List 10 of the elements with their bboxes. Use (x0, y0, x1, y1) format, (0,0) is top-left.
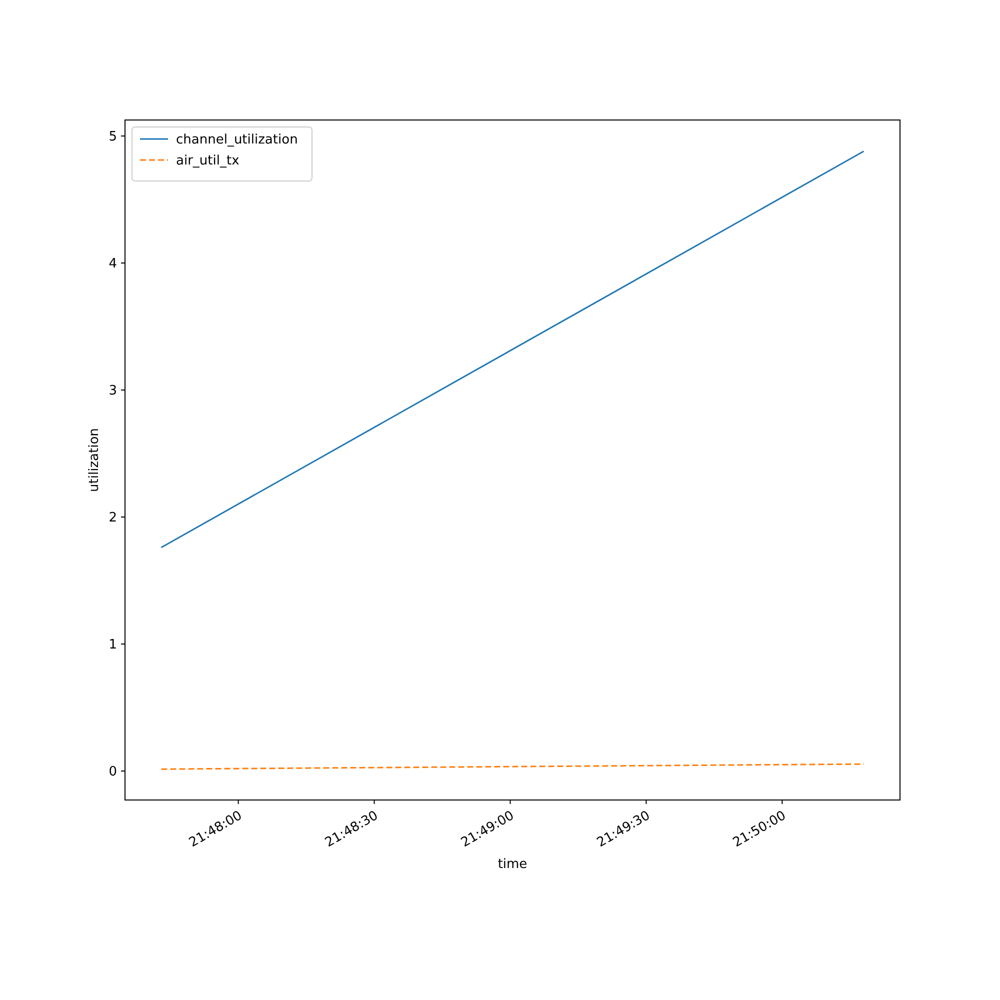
y-tick-label: 5 (108, 130, 117, 145)
y-tick-label: 1 (108, 638, 117, 653)
y-tick-label: 0 (108, 764, 117, 780)
y-axis-title: utilization (87, 428, 102, 492)
y-tick-label: 2 (108, 510, 117, 526)
x-axis-title: time (498, 857, 528, 872)
legend-label: air_util_tx (176, 154, 240, 169)
y-tick-label: 4 (108, 256, 117, 272)
y-tick-label: 3 (108, 384, 117, 399)
legend-label: channel_utilization (176, 132, 298, 148)
